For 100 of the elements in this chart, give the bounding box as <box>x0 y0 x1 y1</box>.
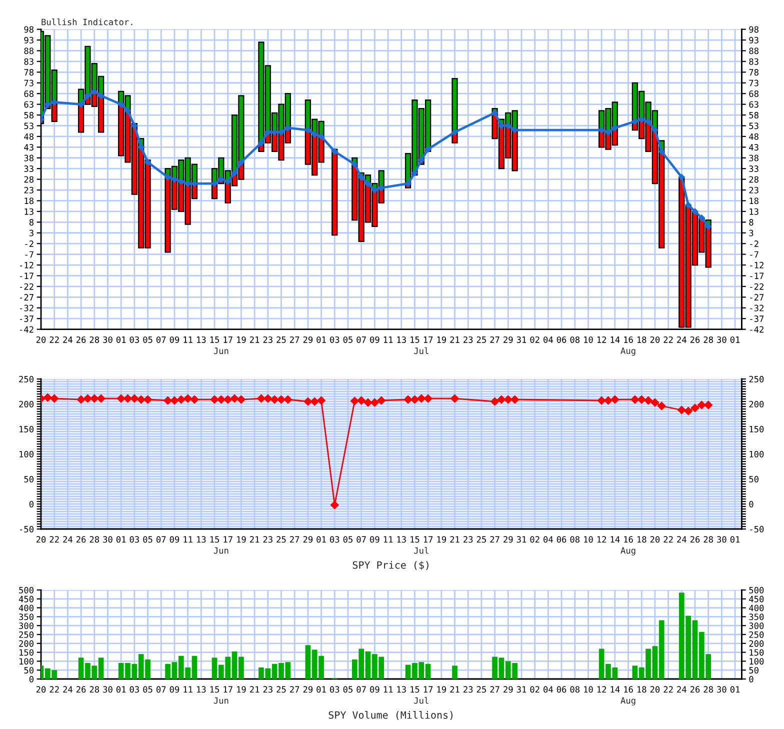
y2-tick-label: -7 <box>750 251 758 258</box>
x-tick-label: 07 <box>156 336 166 343</box>
x-tick-label: 09 <box>370 336 380 343</box>
x-tick-label: 17 <box>424 536 433 543</box>
x-tick-label: 09 <box>170 536 180 543</box>
x-tick-label: 20 <box>36 686 46 693</box>
x-tick-label: 07 <box>356 336 366 343</box>
x-tick-label: 21 <box>250 536 260 543</box>
x-tick-label: 07 <box>356 686 366 693</box>
x-tick-label: 05 <box>143 686 152 693</box>
y2-tick-label: 78 <box>749 69 758 76</box>
y2-tick-label: 400 <box>749 604 764 612</box>
x-tick-label: 28 <box>704 536 713 543</box>
y2-tick-label: 150 <box>750 426 764 432</box>
x-tick-label: 11 <box>184 536 192 543</box>
y-tick-label: 93 <box>24 36 34 44</box>
x-tick-label: 14 <box>610 536 620 543</box>
x-tick-label: 10 <box>584 536 593 543</box>
y2-tick-label: 43 <box>749 144 758 151</box>
x-tick-label: 01 <box>316 536 326 543</box>
y2-tick-label: 73 <box>749 80 758 86</box>
x-tick-label: 22 <box>664 686 673 693</box>
y2-tick-label: 18 <box>750 198 758 204</box>
x-tick-label: 28 <box>90 686 100 693</box>
y2-tick-label: 250 <box>749 631 764 638</box>
y-tick-label: 88 <box>24 48 34 54</box>
x-tick-label: 24 <box>63 536 72 543</box>
x-tick-label: 31 <box>516 536 526 543</box>
x-tick-label: 05 <box>343 336 352 343</box>
x-tick-label: 21 <box>450 536 460 543</box>
x-tick-label: 29 <box>303 536 313 543</box>
y2-tick-label: 93 <box>749 36 758 44</box>
x-tick-label: 12 <box>597 536 606 543</box>
y2-tick-label: 3 <box>749 230 754 236</box>
x-tick-label: 23 <box>263 686 272 693</box>
x-tick-label: 26 <box>76 536 86 543</box>
x-tick-label: 14 <box>610 336 620 343</box>
x-tick-label: 08 <box>570 536 580 543</box>
x-tick-label: 12 <box>597 336 606 343</box>
x-tick-label: 16 <box>624 686 633 693</box>
y-tick-label: 300 <box>19 622 34 630</box>
x-axis-title: SPY Volume (Millions) <box>328 710 452 720</box>
x-tick-label: 20 <box>650 536 660 543</box>
y-tick-label: 63 <box>24 101 34 108</box>
y2-tick-label: 33 <box>749 165 758 172</box>
x-tick-label: 27 <box>490 686 500 693</box>
x-tick-label: 05 <box>143 536 152 543</box>
x-tick-label: 01 <box>730 336 740 343</box>
x-tick-label: 30 <box>103 536 112 543</box>
y2-tick-label: -32 <box>750 304 764 312</box>
text: Jul <box>414 697 428 704</box>
y2-tick-label: 53 <box>749 122 758 130</box>
x-tick-label: 01 <box>730 536 740 543</box>
y2-tick-label: 300 <box>749 622 764 630</box>
y2-tick-label: 50 <box>749 667 758 674</box>
y-tick-label: 28 <box>24 176 34 183</box>
y-tick-label: 150 <box>20 426 34 432</box>
x-tick-label: 09 <box>370 536 380 543</box>
y-tick-label: 0 <box>29 676 34 682</box>
chart-title: Bullish Indicator. <box>42 18 132 26</box>
x-tick-label: 30 <box>717 536 726 543</box>
text: Jun <box>214 547 228 554</box>
x-tick-label: 17 <box>424 686 433 693</box>
x-tick-label: 02 <box>530 686 540 693</box>
y2-tick-label: 450 <box>749 596 764 602</box>
x-tick-label: 31 <box>516 686 526 693</box>
text: Jul <box>414 347 428 354</box>
y2-tick-label: 100 <box>750 450 764 458</box>
x-tick-label: 08 <box>570 686 580 693</box>
y-tick-label: 200 <box>19 640 34 647</box>
y2-tick-label: 48 <box>749 133 758 140</box>
y2-tick-label: 350 <box>749 614 764 620</box>
y2-tick-label: 23 <box>749 186 758 194</box>
y-tick-label: 50 <box>24 476 34 482</box>
y2-tick-label: -17 <box>750 272 764 280</box>
x-tick-label: 11 <box>184 686 192 693</box>
x-tick-label: 27 <box>290 686 300 693</box>
x-tick-label: 21 <box>450 686 460 693</box>
x-tick-label: 01 <box>316 686 326 693</box>
y-tick-label: 0 <box>29 500 34 508</box>
y2-tick-label: 63 <box>749 101 758 108</box>
text: Aug <box>620 348 636 356</box>
y2-tick-label: 8 <box>749 219 754 226</box>
text: Jun <box>214 348 228 354</box>
x-tick-label: 23 <box>464 336 473 343</box>
x-tick-label: 01 <box>116 336 126 343</box>
x-tick-label: 26 <box>690 686 700 693</box>
text: Jun <box>214 697 228 704</box>
x-tick-label: 23 <box>464 536 473 543</box>
y2-tick-label: -42 <box>750 326 764 333</box>
x-tick-label: 30 <box>717 686 726 693</box>
x-tick-label: 01 <box>730 686 740 693</box>
y2-tick-label: 38 <box>749 154 758 162</box>
y2-tick-label: -2 <box>750 240 758 247</box>
x-tick-label: 24 <box>63 686 72 693</box>
x-tick-label: 23 <box>464 686 473 693</box>
x-tick-label: 18 <box>637 336 646 343</box>
x-tick-label: 16 <box>624 336 633 343</box>
x-tick-label: 29 <box>504 686 513 693</box>
text: Jul <box>414 547 428 554</box>
